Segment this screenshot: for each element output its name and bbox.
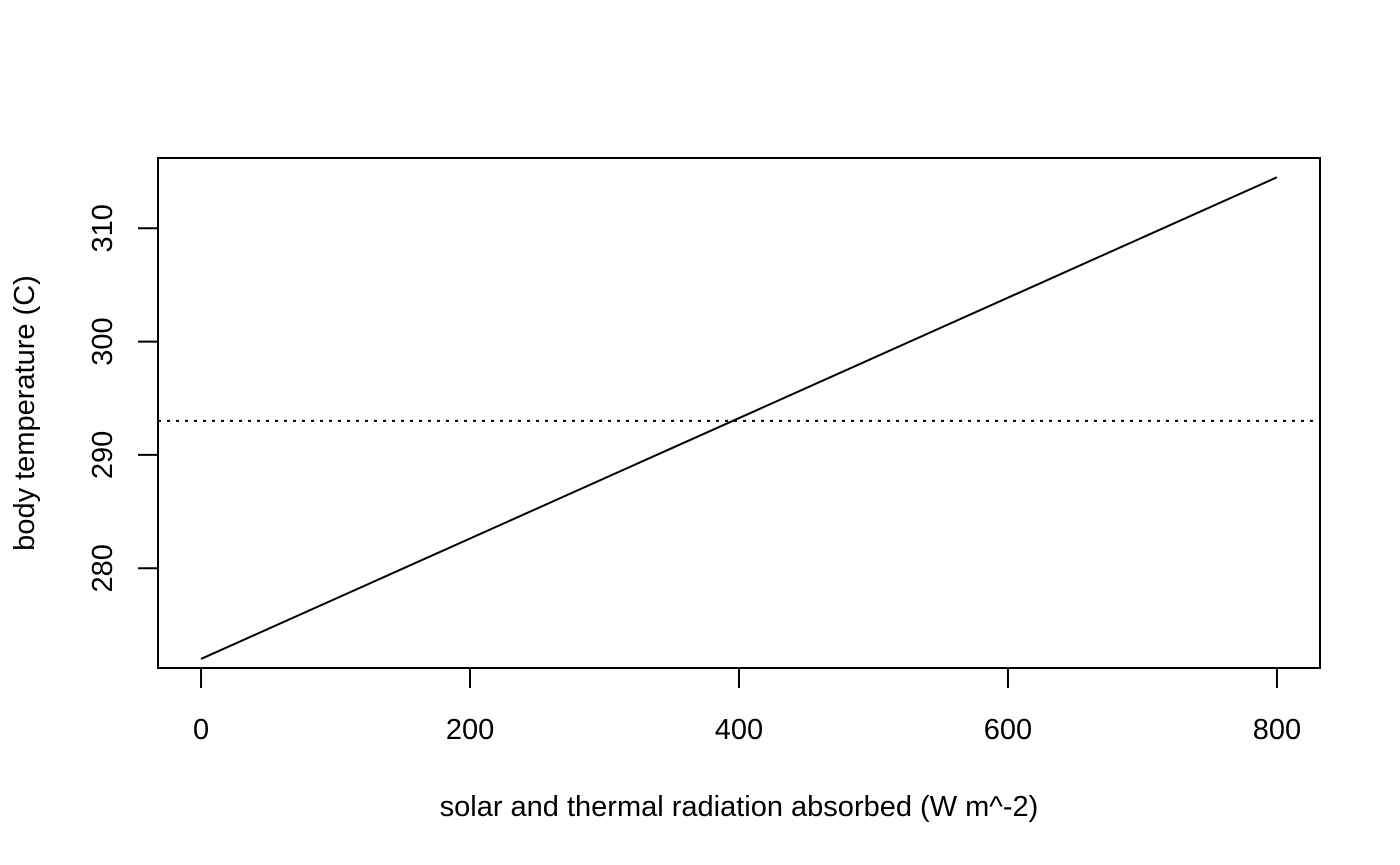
y-axis-title: body temperature (C) [9, 275, 41, 551]
x-tick-label: 200 [446, 714, 494, 746]
x-axis-title: solar and thermal radiation absorbed (W … [440, 791, 1039, 823]
x-tick-label: 600 [984, 714, 1032, 746]
x-tick-label: 0 [193, 714, 209, 746]
y-tick-label: 290 [87, 431, 119, 479]
y-tick-label: 300 [87, 317, 119, 365]
y-tick-label: 310 [87, 204, 119, 252]
series-line [200, 176, 1278, 660]
x-ticks: 0 200 400 600 800 [193, 668, 1301, 746]
y-ticks: 280 290 300 310 [87, 204, 158, 592]
x-tick-label: 800 [1253, 714, 1301, 746]
y-tick-label: 280 [87, 544, 119, 592]
x-tick-label: 400 [715, 714, 763, 746]
